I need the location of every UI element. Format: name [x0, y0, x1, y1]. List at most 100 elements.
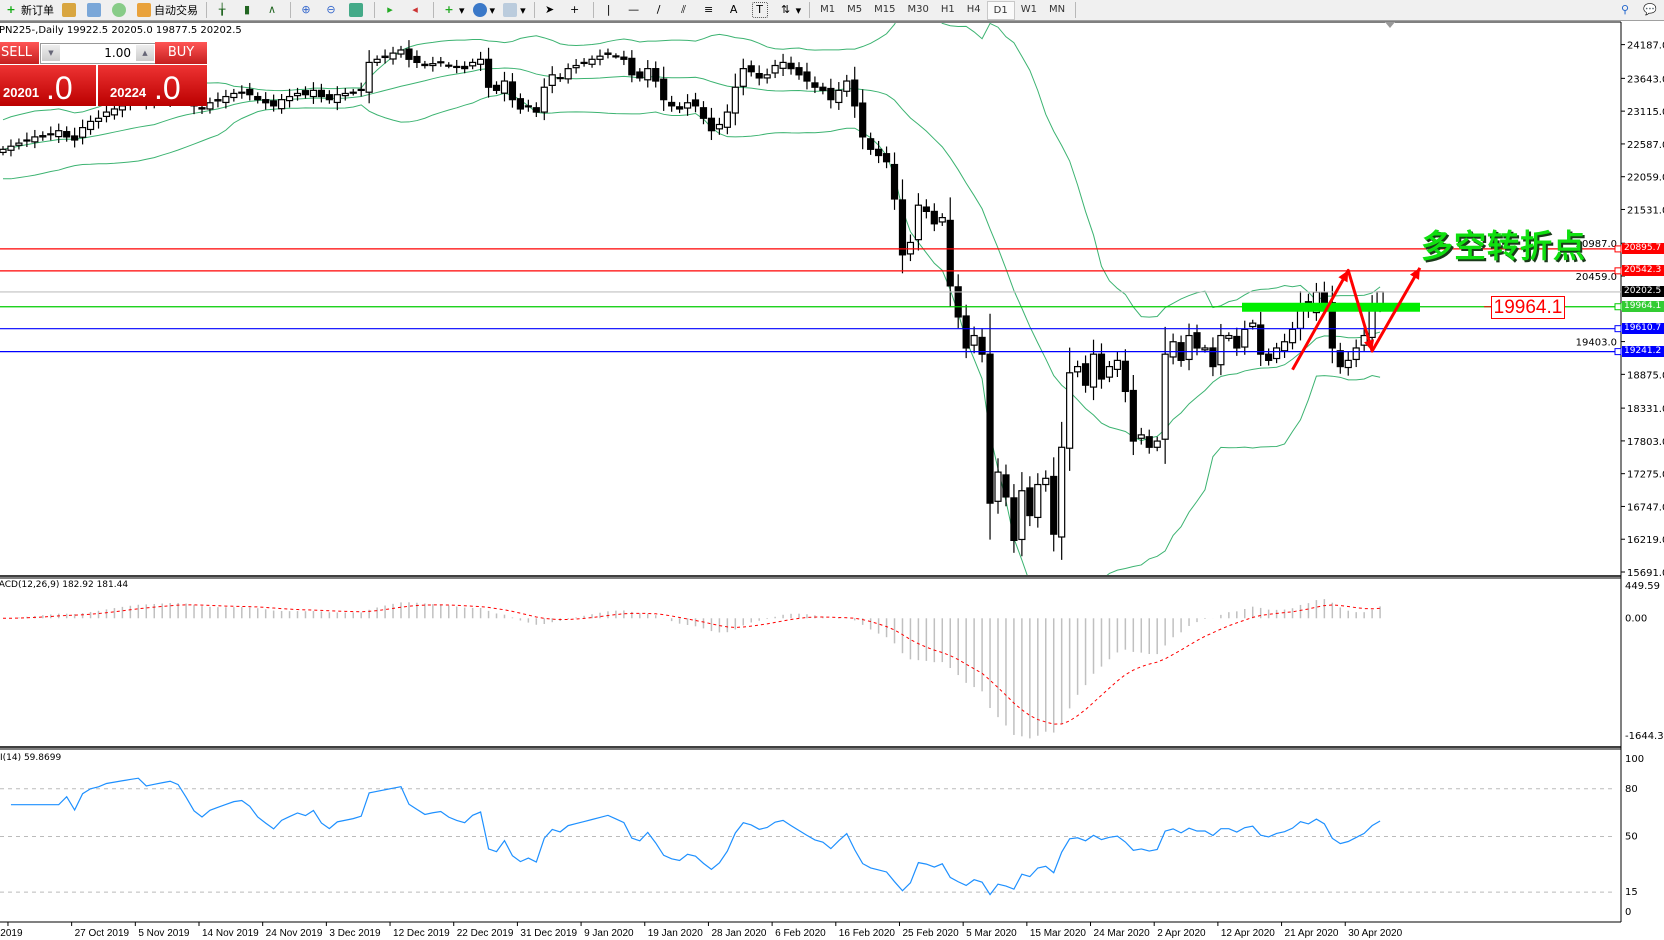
chart-shift-button[interactable]: ◂: [404, 1, 429, 19]
candle: [484, 58, 493, 88]
bollinger-upper-band: [2, 23, 1381, 318]
candle: [779, 61, 787, 69]
auto-trading-button[interactable]: 自动交易: [133, 1, 202, 19]
candle: [524, 105, 532, 108]
candle: [1018, 490, 1026, 541]
candle: [938, 217, 946, 223]
lot-decrease-button[interactable]: ▼: [42, 45, 60, 61]
trendline-button[interactable]: /: [648, 1, 673, 19]
candle: [620, 56, 628, 60]
equidistant-channel-button[interactable]: ⫽: [673, 1, 698, 19]
timeframe-m5[interactable]: M5: [847, 3, 863, 15]
bar-chart-button[interactable]: ╁: [211, 1, 236, 19]
candle: [723, 111, 731, 128]
candle: [1129, 389, 1137, 442]
cursor-button[interactable]: ➤: [539, 1, 564, 19]
search-button[interactable]: ⚲: [1614, 1, 1639, 19]
chart-shift-icon: ◂: [412, 3, 418, 16]
text-label-button[interactable]: T: [748, 1, 775, 19]
candle: [1161, 353, 1169, 440]
vertical-line-button[interactable]: |: [598, 1, 623, 19]
auto-scroll-button[interactable]: ▸: [379, 1, 404, 19]
candle: [1217, 334, 1225, 366]
time-tick-label: 12 Apr 2020: [1221, 928, 1275, 939]
candle: [63, 131, 71, 138]
time-tick-label: 6 Feb 2020: [775, 928, 826, 939]
candle: [301, 90, 310, 96]
price-tick-label: 16747.0: [1627, 502, 1664, 513]
sell-price[interactable]: 20201 .0: [0, 65, 96, 106]
candle: [978, 336, 986, 355]
crosshair-button[interactable]: +: [564, 1, 589, 19]
periods-button[interactable]: ▾: [469, 1, 500, 19]
text-button[interactable]: A: [723, 1, 748, 19]
candle: [922, 206, 930, 212]
candle: [397, 49, 405, 55]
signal-icon: [112, 3, 126, 17]
lot-size-stepper[interactable]: ▼ 1.00 ▲: [40, 43, 156, 64]
candle: [1336, 350, 1344, 368]
timeframe-mn[interactable]: MN: [1048, 3, 1066, 15]
templates-button[interactable]: ▾: [499, 1, 530, 19]
rsi-tick-label: 80: [1625, 784, 1638, 795]
horizontal-line-button[interactable]: —: [623, 1, 648, 19]
candle: [540, 86, 548, 113]
buy-button[interactable]: BUY: [155, 42, 207, 64]
candle: [500, 80, 509, 94]
timeframe-d1[interactable]: D1: [986, 0, 1015, 20]
candle: [771, 64, 779, 74]
turning-point-annotation[interactable]: 多空转折点: [1421, 227, 1587, 265]
candle: [437, 61, 445, 64]
search-icon: ⚲: [1620, 3, 1630, 16]
indicators-button[interactable]: + ▾: [438, 1, 469, 19]
price-tag-resistance: 20542.3: [1622, 265, 1664, 277]
main-pane: [0, 23, 1621, 575]
price-tag-resistance: 20895.7: [1622, 243, 1664, 255]
candle: [222, 95, 230, 104]
timeframe-h1[interactable]: H1: [940, 3, 955, 15]
price-tag-bid: 20202.5: [1622, 286, 1664, 298]
tile-windows-button[interactable]: [345, 1, 370, 19]
candle: [238, 91, 246, 94]
sell-button[interactable]: SELL: [0, 42, 39, 64]
new-order-button[interactable]: + 新订单: [0, 1, 58, 19]
zoom-out-button[interactable]: ⊖: [320, 1, 345, 19]
zigzag-arrow: [1291, 267, 1422, 371]
timeframe-w1[interactable]: W1: [1020, 3, 1037, 15]
signal-button[interactable]: [108, 1, 133, 19]
fibonacci-button[interactable]: ≡: [698, 1, 723, 19]
candle: [1288, 328, 1297, 344]
candle: [429, 63, 437, 67]
timeframe-h4[interactable]: H4: [966, 3, 981, 15]
timeframe-m30[interactable]: M30: [907, 3, 929, 15]
candlestick-button[interactable]: ▮: [236, 1, 261, 19]
arrows-button[interactable]: ⇅ ▾: [775, 1, 806, 19]
chat-button[interactable]: 💬: [1639, 1, 1664, 19]
time-tick-label: 31 Dec 2019: [520, 928, 577, 939]
time-tick-label: 2 Apr 2020: [1157, 928, 1206, 939]
candle: [668, 101, 676, 107]
time-tick-label: 15 Mar 2020: [1030, 928, 1087, 939]
timeframe-m15[interactable]: M15: [874, 3, 896, 15]
bollinger-lower-band: [3, 92, 1381, 575]
level-price-label[interactable]: 19964.1: [1491, 296, 1565, 319]
buy-price[interactable]: 20224 .0: [98, 65, 207, 106]
candle: [453, 65, 461, 69]
candle: [556, 77, 564, 80]
lot-increase-button[interactable]: ▲: [136, 45, 154, 61]
line-chart-button[interactable]: ∧: [261, 1, 286, 19]
candle: [357, 88, 365, 92]
candle: [898, 199, 907, 256]
chart-folder-button[interactable]: [58, 1, 83, 19]
candle: [691, 99, 700, 107]
candle: [683, 102, 692, 109]
zoom-in-button[interactable]: ⊕: [295, 1, 320, 19]
history-button[interactable]: [83, 1, 108, 19]
candle: [86, 120, 95, 131]
timeframe-m1[interactable]: M1: [820, 3, 836, 15]
candle: [1169, 341, 1177, 358]
candle: [110, 108, 119, 116]
candle: [230, 92, 238, 99]
lot-size-input[interactable]: 1.00: [104, 46, 131, 60]
